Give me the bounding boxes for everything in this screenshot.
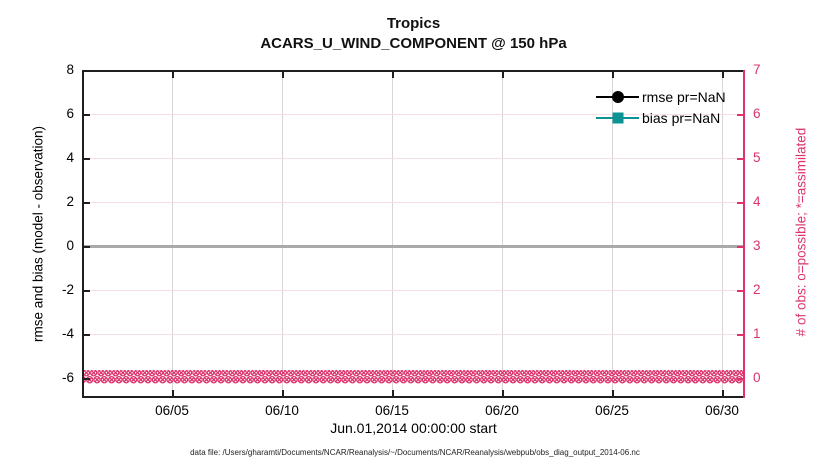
obs-band-row-assimilated: ⊗⊗⊗⊗⊗⊗⊗⊗⊗⊗⊗⊗⊗⊗⊗⊗⊗⊗⊗⊗⊗⊗⊗⊗⊗⊗⊗⊗⊗⊗⊗⊗⊗⊗⊗⊗⊗⊗⊗⊗… [82, 374, 743, 386]
plot-area: ⊗⊗⊗⊗⊗⊗⊗⊗⊗⊗⊗⊗⊗⊗⊗⊗⊗⊗⊗⊗⊗⊗⊗⊗⊗⊗⊗⊗⊗⊗⊗⊗⊗⊗⊗⊗⊗⊗⊗⊗… [82, 70, 745, 398]
y-tick-mark-left [84, 290, 90, 292]
zero-reference-line [82, 245, 745, 248]
v-gridline [502, 70, 503, 398]
bias-square-marker-icon [612, 112, 623, 123]
legend-key-bias [596, 107, 639, 128]
h-gridline [82, 334, 745, 335]
x-tick-label: 06/10 [265, 403, 299, 418]
y-tick-mark-left [84, 378, 90, 380]
x-tick-mark [392, 390, 394, 396]
y-tick-label-left: 4 [66, 150, 74, 165]
x-tick-label: 06/15 [375, 403, 409, 418]
x-axis-label: Jun.01,2014 00:00:00 start [330, 420, 497, 436]
y-tick-mark-right [737, 158, 743, 160]
y-tick-label-left: -2 [61, 282, 74, 297]
x-tick-mark [722, 72, 724, 78]
x-tick-mark [612, 390, 614, 396]
y-tick-label-right: 3 [753, 238, 761, 253]
y-tick-label-right: 5 [753, 150, 761, 165]
legend-item-rmse: rmse pr=NaN [596, 86, 726, 107]
y-tick-label-left: 2 [66, 194, 74, 209]
v-gridline [722, 70, 723, 398]
x-tick-mark [392, 72, 394, 78]
x-tick-mark [502, 390, 504, 396]
h-gridline [82, 290, 745, 291]
y-tick-label-right: 2 [753, 282, 761, 297]
y-tick-mark-right [737, 290, 743, 292]
y-tick-label-right: 6 [753, 106, 761, 121]
legend-label-rmse: rmse pr=NaN [642, 88, 726, 105]
y-tick-label-left: -4 [61, 326, 74, 341]
legend-item-bias: bias pr=NaN [596, 107, 726, 128]
y-tick-label-left: 0 [66, 238, 74, 253]
x-tick-label: 06/25 [595, 403, 629, 418]
axis-frame-right [743, 70, 745, 398]
v-gridline [172, 70, 173, 398]
x-tick-label: 06/30 [705, 403, 739, 418]
x-tick-mark [282, 390, 284, 396]
legend: rmse pr=NaN bias pr=NaN [596, 86, 726, 128]
axis-frame-bottom [82, 396, 745, 398]
y-tick-mark-left [84, 202, 90, 204]
y-axis-label-left: rmse and bias (model - observation) [30, 125, 46, 343]
data-file-annotation: data file: /Users/gharamti/Documents/NCA… [190, 448, 640, 457]
axis-frame-left [82, 70, 84, 398]
x-tick-mark [172, 390, 174, 396]
obs-count-band: ⊗⊗⊗⊗⊗⊗⊗⊗⊗⊗⊗⊗⊗⊗⊗⊗⊗⊗⊗⊗⊗⊗⊗⊗⊗⊗⊗⊗⊗⊗⊗⊗⊗⊗⊗⊗⊗⊗⊗⊗… [82, 370, 743, 386]
y-tick-label-left: 6 [66, 106, 74, 121]
y-tick-label-left: -6 [61, 370, 74, 385]
x-tick-mark [722, 390, 724, 396]
y-tick-mark-left [84, 158, 90, 160]
v-gridline [392, 70, 393, 398]
h-gridline [82, 378, 745, 379]
y-tick-mark-left [84, 334, 90, 336]
legend-key-rmse [596, 86, 639, 107]
legend-label-bias: bias pr=NaN [642, 109, 721, 126]
rmse-circle-marker-icon [611, 90, 624, 103]
y-tick-mark-right [737, 378, 743, 380]
h-gridline [82, 158, 745, 159]
plot-subtitle: ACARS_U_WIND_COMPONENT @ 150 hPa [260, 35, 567, 52]
y-tick-mark-right [737, 334, 743, 336]
x-tick-mark [502, 72, 504, 78]
y-tick-label-left: 8 [66, 62, 74, 77]
y-tick-mark-left [84, 246, 90, 248]
y-tick-mark-left [84, 114, 90, 116]
plot-title: Tropics [386, 15, 441, 32]
title-block: Tropics ACARS_U_WIND_COMPONENT @ 150 hPa [82, 14, 745, 54]
y-tick-mark-right [737, 114, 743, 116]
axis-frame-top [82, 70, 745, 72]
x-tick-label: 06/20 [485, 403, 519, 418]
y-tick-label-right: 1 [753, 326, 761, 341]
y-tick-label-right: 0 [753, 370, 761, 385]
v-gridline [612, 70, 613, 398]
x-tick-label: 06/05 [155, 403, 189, 418]
y-tick-label-right: 4 [753, 194, 761, 209]
y-axis-label-right: # of obs: o=possible; *=assimilated [793, 127, 809, 337]
x-tick-mark [612, 72, 614, 78]
h-gridline [82, 202, 745, 203]
v-gridline [282, 70, 283, 398]
h-gridline [82, 114, 745, 115]
y-tick-mark-right [737, 202, 743, 204]
obs-band-row-possible: ⊗⊗⊗⊗⊗⊗⊗⊗⊗⊗⊗⊗⊗⊗⊗⊗⊗⊗⊗⊗⊗⊗⊗⊗⊗⊗⊗⊗⊗⊗⊗⊗⊗⊗⊗⊗⊗⊗⊗⊗… [82, 370, 743, 379]
y-tick-label-right: 7 [753, 62, 761, 77]
y-tick-mark-right [737, 246, 743, 248]
x-tick-mark [172, 72, 174, 78]
x-tick-mark [282, 72, 284, 78]
